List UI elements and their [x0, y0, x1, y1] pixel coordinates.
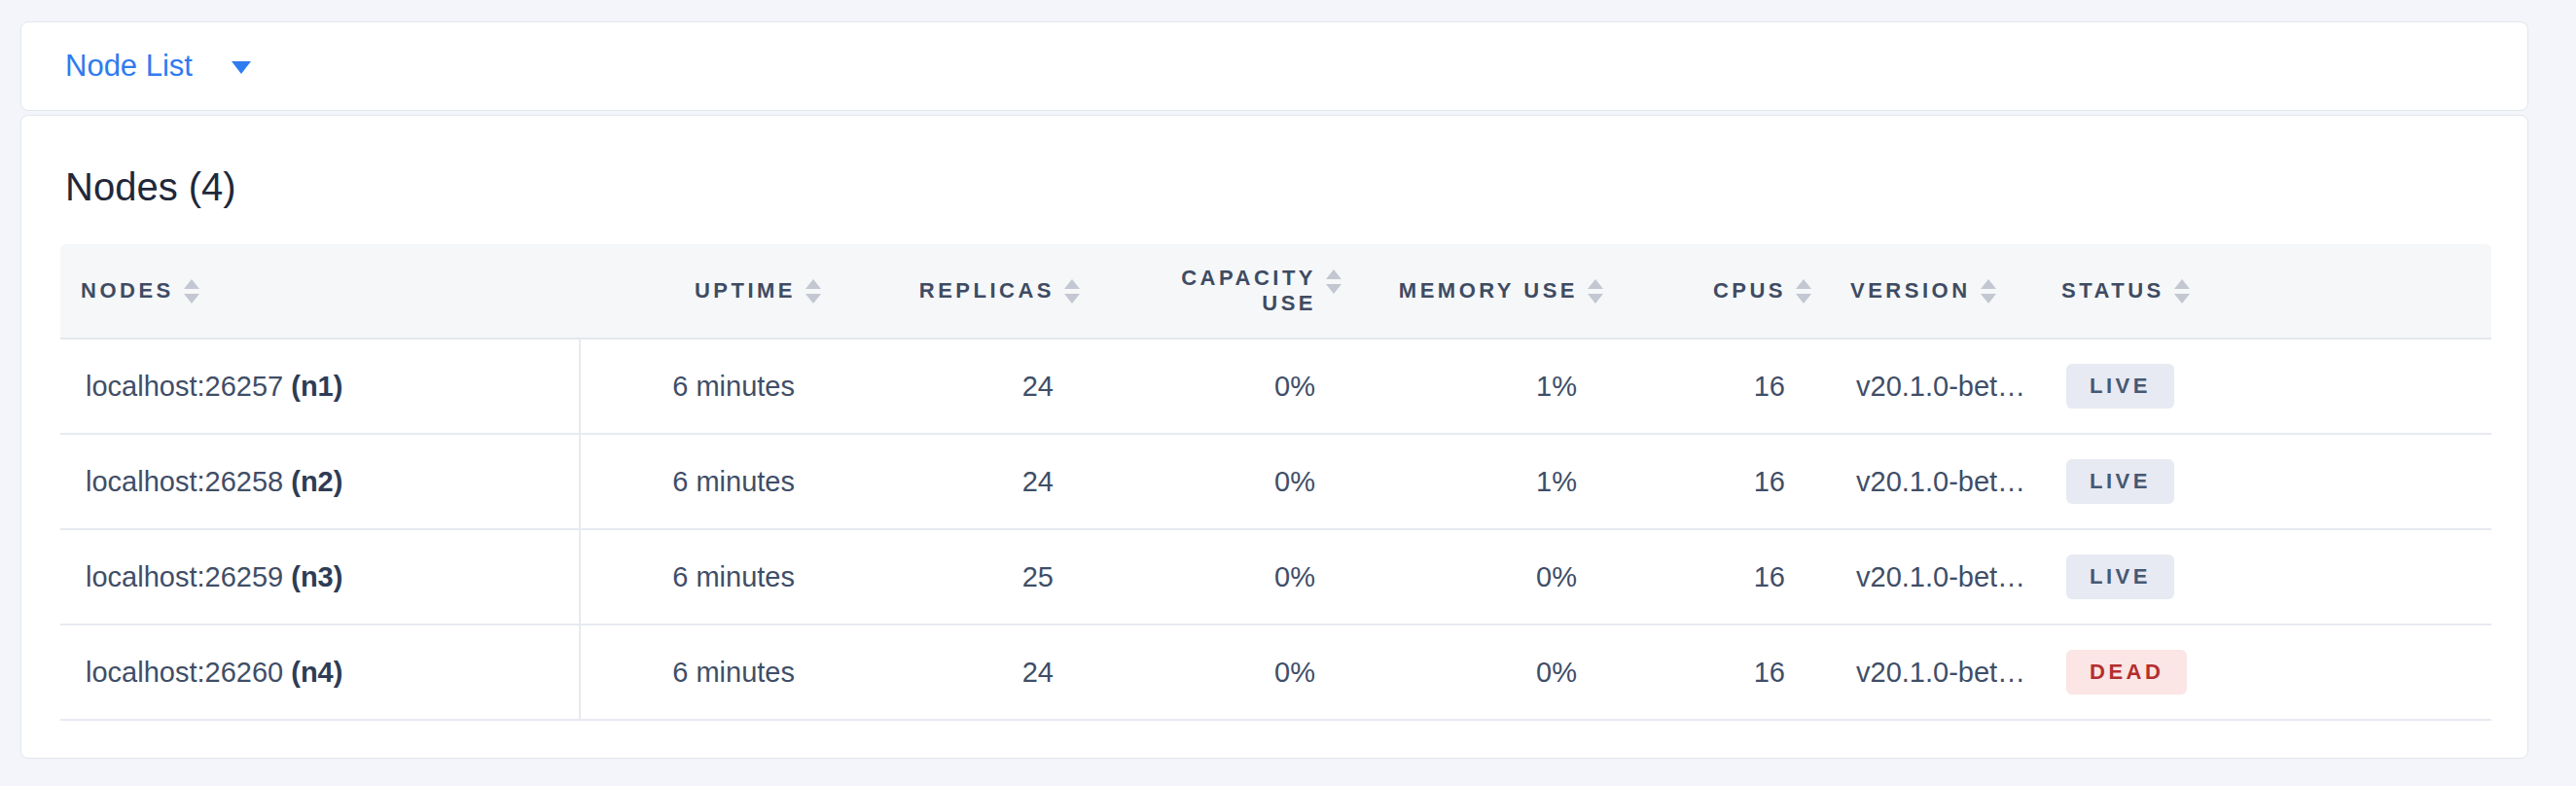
version-cell: v20.1.0-bet… [1814, 434, 2034, 529]
node-address-cell: localhost:26257 (n1) [60, 339, 580, 434]
sort-arrows-icon[interactable] [805, 279, 821, 304]
replicas-cell: 24 [824, 339, 1083, 434]
table-header-row: NODES UPTIME REPLICAS [60, 244, 2491, 339]
capacity-use-cell: 0% [1083, 434, 1344, 529]
column-header-status[interactable]: STATUS [2034, 244, 2491, 339]
version-cell: v20.1.0-bet… [1814, 625, 2034, 720]
node-address-cell: localhost:26260 (n4) [60, 625, 580, 720]
uptime-cell: 6 minutes [580, 434, 824, 529]
column-header-label: VERSION [1850, 278, 1971, 304]
memory-use-cell: 1% [1344, 434, 1606, 529]
column-header-version[interactable]: VERSION [1814, 244, 2034, 339]
view-selector-label: Node List [65, 49, 193, 84]
section-title: Nodes (4) [65, 164, 2489, 209]
node-id: (n4) [291, 657, 342, 688]
uptime-cell: 6 minutes [580, 529, 824, 625]
status-cell: LIVE [2034, 529, 2491, 625]
toolbar-card: Node List [20, 21, 2528, 111]
column-header-replicas[interactable]: REPLICAS [824, 244, 1083, 339]
sort-arrows-icon[interactable] [184, 279, 199, 304]
node-id: (n1) [291, 371, 342, 402]
table-row: localhost:26257 (n1) 6 minutes 24 0% 1% … [60, 339, 2491, 434]
sort-arrows-icon[interactable] [2174, 279, 2190, 304]
column-header-label: CAPACITY USE [1181, 266, 1316, 316]
status-badge: LIVE [2066, 459, 2174, 504]
sort-arrows-icon[interactable] [1981, 279, 1996, 304]
node-address-cell: localhost:26259 (n3) [60, 529, 580, 625]
column-header-label: NODES [81, 278, 174, 304]
status-cell: LIVE [2034, 339, 2491, 434]
table-row: localhost:26260 (n4) 6 minutes 24 0% 0% … [60, 625, 2491, 720]
capacity-use-cell: 0% [1083, 339, 1344, 434]
node-id: (n2) [291, 466, 342, 497]
sort-arrows-icon[interactable] [1588, 279, 1603, 304]
cpus-cell: 16 [1606, 529, 1814, 625]
capacity-use-cell: 0% [1083, 625, 1344, 720]
column-header-label: MEMORY USE [1399, 278, 1578, 304]
replicas-cell: 25 [824, 529, 1083, 625]
cpus-cell: 16 [1606, 434, 1814, 529]
sort-arrows-icon[interactable] [1796, 279, 1811, 304]
uptime-cell: 6 minutes [580, 625, 824, 720]
memory-use-cell: 0% [1344, 625, 1606, 720]
sort-arrows-icon[interactable] [1326, 269, 1342, 294]
node-address: localhost:26258 [86, 466, 283, 497]
column-header-capacity-use[interactable]: CAPACITY USE [1083, 244, 1344, 339]
node-address: localhost:26259 [86, 561, 283, 592]
sort-arrows-icon[interactable] [1064, 279, 1080, 304]
column-header-memory-use[interactable]: MEMORY USE [1344, 244, 1606, 339]
column-header-label: CPUS [1713, 278, 1786, 304]
version-cell: v20.1.0-bet… [1814, 339, 2034, 434]
replicas-cell: 24 [824, 434, 1083, 529]
nodes-table: NODES UPTIME REPLICAS [60, 244, 2491, 721]
status-cell: DEAD [2034, 625, 2491, 720]
node-address-cell: localhost:26258 (n2) [60, 434, 580, 529]
column-header-uptime[interactable]: UPTIME [580, 244, 824, 339]
table-row: localhost:26259 (n3) 6 minutes 25 0% 0% … [60, 529, 2491, 625]
status-badge: LIVE [2066, 364, 2174, 409]
column-header-cpus[interactable]: CPUS [1606, 244, 1814, 339]
column-header-label: REPLICAS [919, 278, 1055, 304]
status-cell: LIVE [2034, 434, 2491, 529]
column-header-label: STATUS [2061, 278, 2165, 304]
version-cell: v20.1.0-bet… [1814, 529, 2034, 625]
column-header-label: UPTIME [695, 278, 796, 304]
status-badge: LIVE [2066, 554, 2174, 599]
cpus-cell: 16 [1606, 339, 1814, 434]
table-row: localhost:26258 (n2) 6 minutes 24 0% 1% … [60, 434, 2491, 529]
memory-use-cell: 0% [1344, 529, 1606, 625]
cpus-cell: 16 [1606, 625, 1814, 720]
caret-down-icon [232, 61, 251, 74]
memory-use-cell: 1% [1344, 339, 1606, 434]
capacity-use-cell: 0% [1083, 529, 1344, 625]
status-badge: DEAD [2066, 650, 2187, 695]
node-address: localhost:26260 [86, 657, 283, 688]
nodes-card: Nodes (4) NODES UPTIME [20, 115, 2528, 759]
view-selector-dropdown[interactable]: Node List [65, 49, 251, 84]
uptime-cell: 6 minutes [580, 339, 824, 434]
node-id: (n3) [291, 561, 342, 592]
replicas-cell: 24 [824, 625, 1083, 720]
node-address: localhost:26257 [86, 371, 283, 402]
column-header-nodes[interactable]: NODES [60, 244, 580, 339]
